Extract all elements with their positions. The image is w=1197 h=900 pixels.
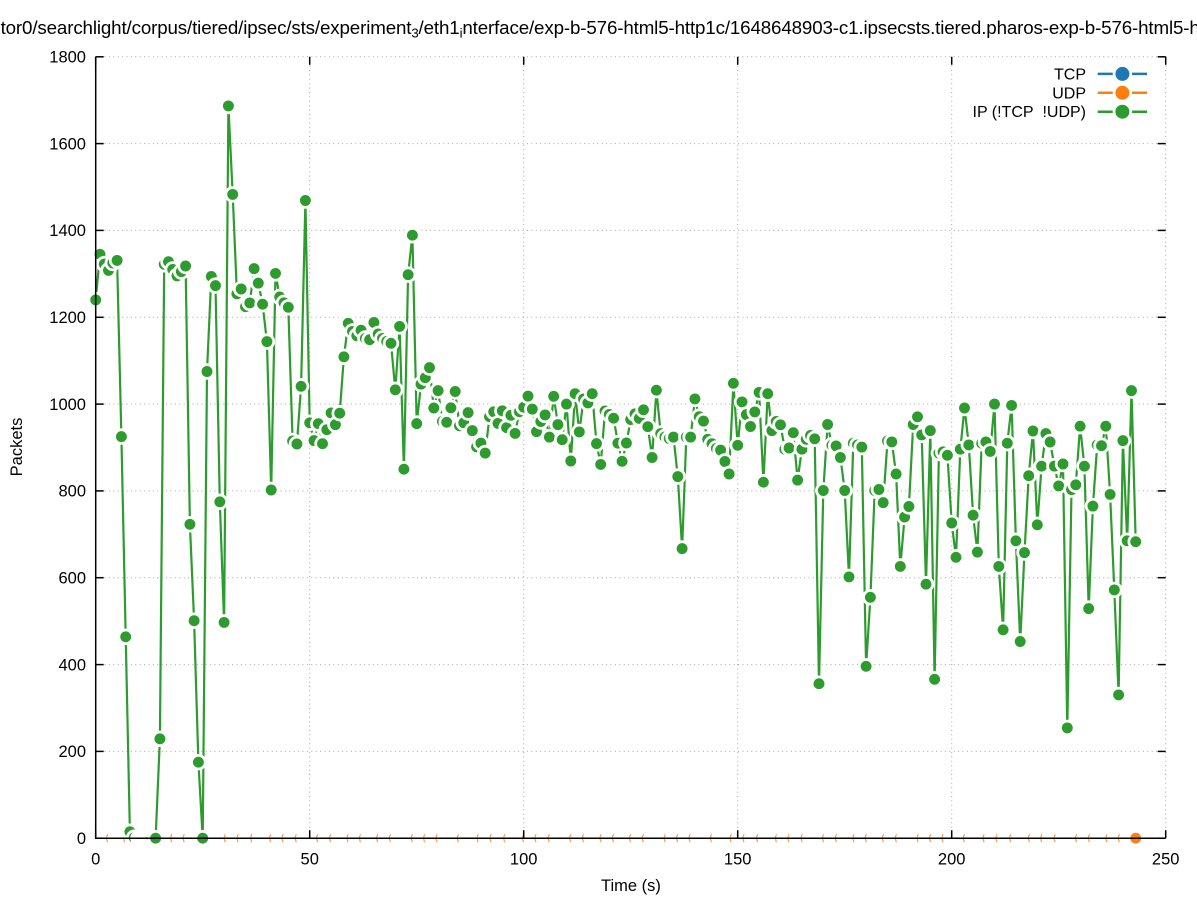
svg-text:250: 250 [1152,851,1180,869]
svg-text:200: 200 [938,851,966,869]
svg-text:TCP: TCP [1054,66,1086,83]
svg-text:600: 600 [58,570,86,588]
svg-text:1800: 1800 [49,49,86,67]
svg-text:400: 400 [58,656,86,674]
svg-text:Time (s): Time (s) [601,877,661,895]
svg-text:1600: 1600 [49,135,86,153]
svg-text:UDP: UDP [1052,85,1086,102]
svg-text:1400: 1400 [49,222,86,240]
svg-text:IP (!TCP !UDP): IP (!TCP !UDP) [973,104,1087,121]
svg-text:200: 200 [58,743,86,761]
svg-text:1000: 1000 [49,396,86,414]
svg-text:1200: 1200 [49,309,86,327]
svg-text:800: 800 [58,483,86,501]
svg-text:0: 0 [77,830,86,848]
svg-text:0: 0 [91,851,100,869]
svg-text:100: 100 [510,851,538,869]
svg-text:150: 150 [724,851,752,869]
svg-text:Packets: Packets [8,418,26,477]
svg-text:50: 50 [301,851,319,869]
